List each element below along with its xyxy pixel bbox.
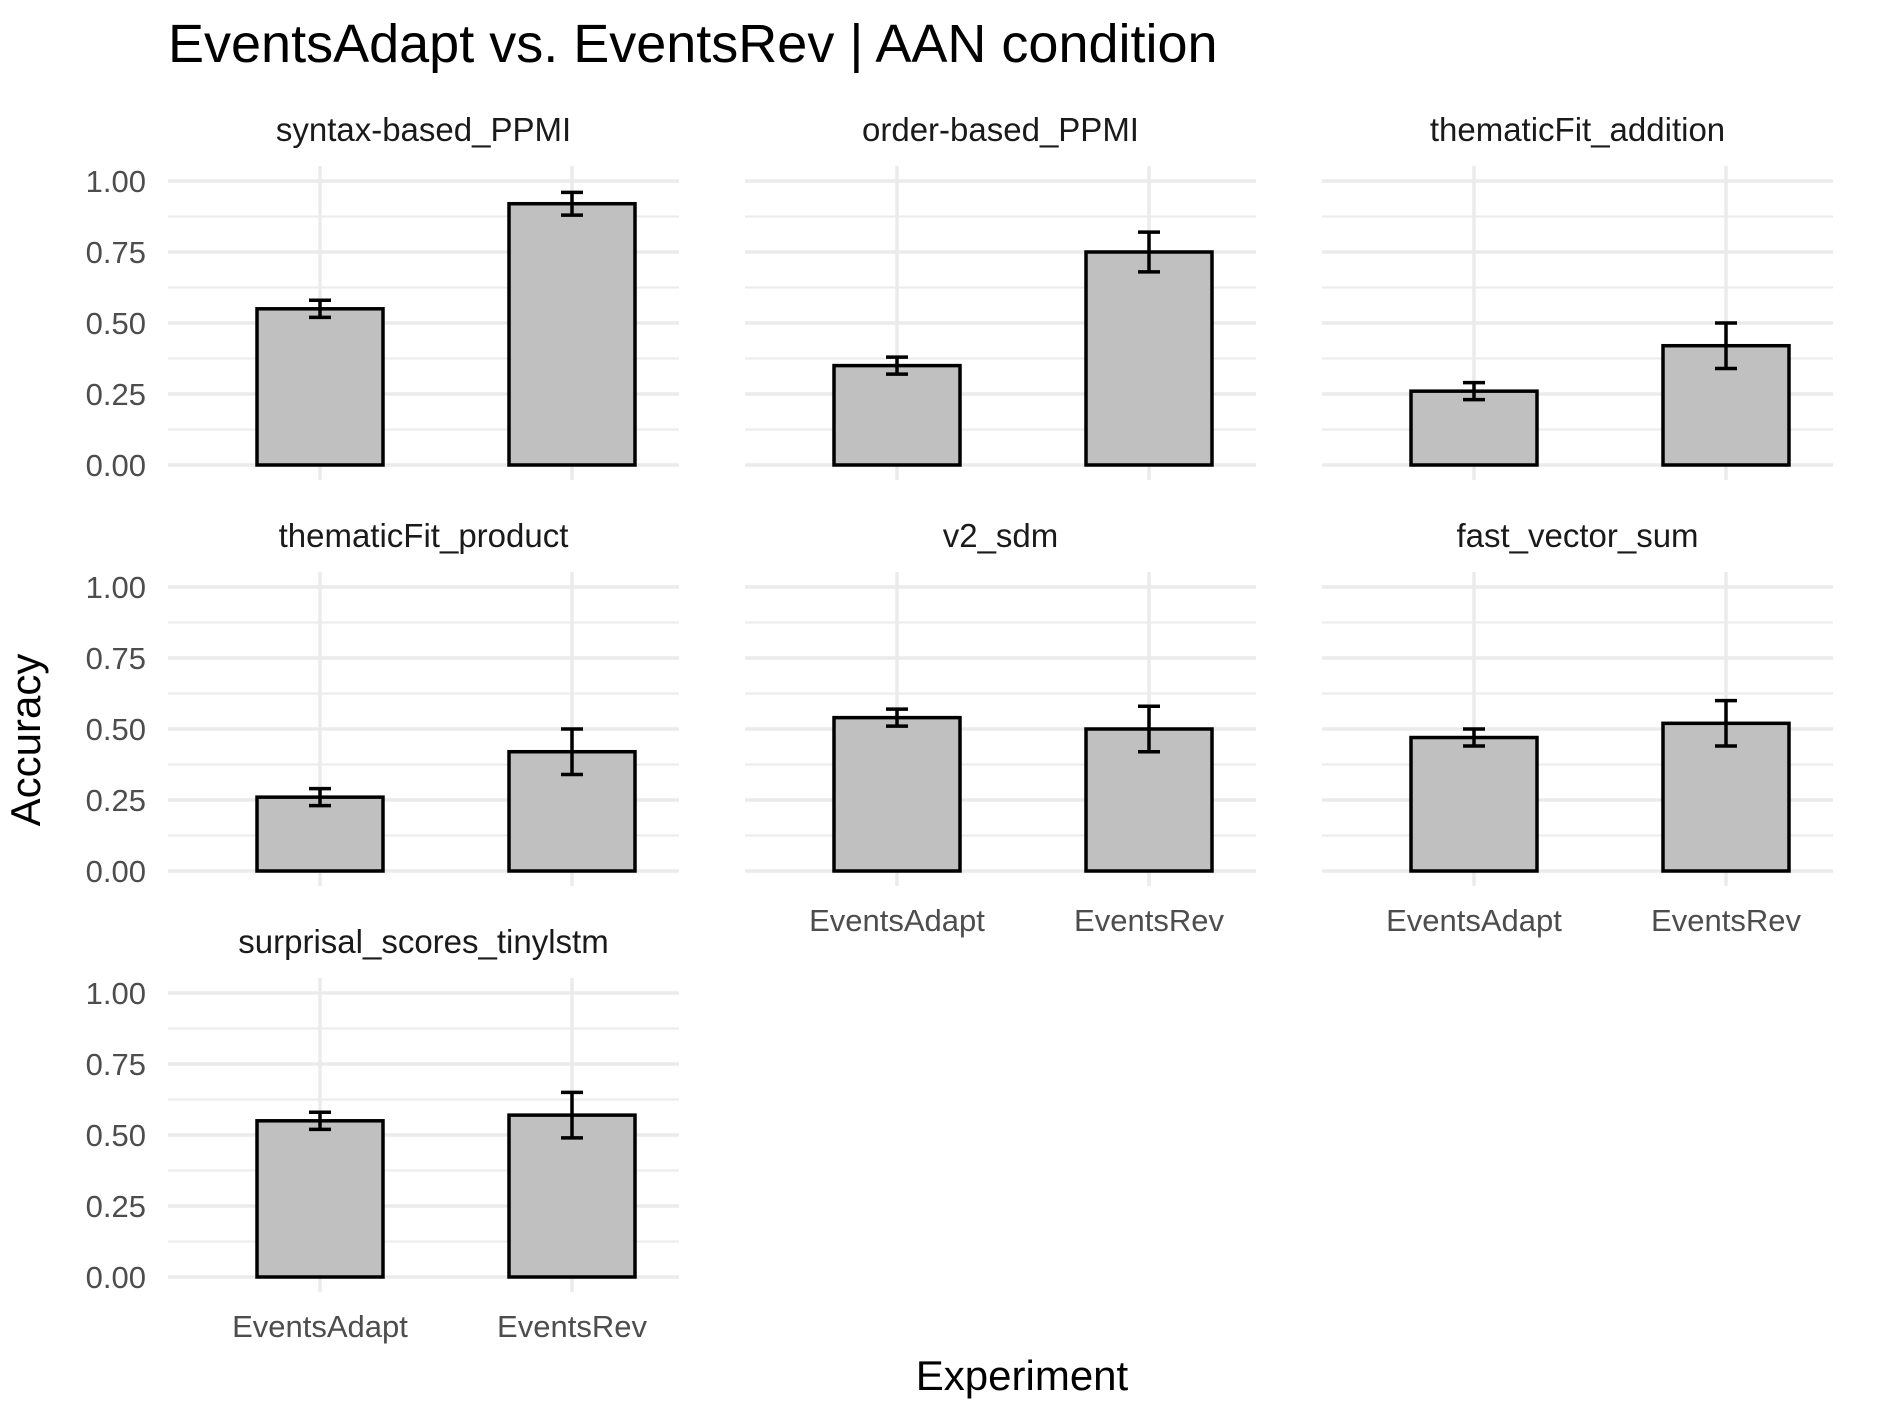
panel-surprisal-scores-tinylstm: surprisal_scores_tinylstm 0.00 0.25 0.50 0.7… xyxy=(86,923,679,1344)
bar-surprisal-scores-tinylstm-eventsadapt xyxy=(255,1119,385,1279)
error-bar-order-based-ppmi-eventsrev xyxy=(1138,230,1160,274)
bar-syntax-based-ppmi-eventsrev xyxy=(507,201,637,467)
y-tick-label: 0.50 xyxy=(86,306,146,341)
y-tick-label: 1.00 xyxy=(86,976,146,1011)
error-bar-thematicfit-addition-eventsadapt xyxy=(1463,380,1485,402)
error-bar-syntax-based-ppmi-eventsadapt xyxy=(309,298,331,320)
y-tick-label: 0.75 xyxy=(86,235,146,270)
x-tick-label: EventsAdapt xyxy=(809,903,985,938)
error-bar-v2-sdm-eventsadapt xyxy=(886,707,908,728)
bar-thematicfit-product-eventsrev xyxy=(507,749,637,873)
facet-panels: syntax-based_PPMI 0.00 0.25 0.50 0.75 1.00 ord… xyxy=(86,111,1833,1344)
error-bar-thematicfit-addition-eventsrev xyxy=(1715,321,1737,371)
y-tick-label: 0.25 xyxy=(86,377,146,412)
panel-syntax-based-ppmi: syntax-based_PPMI 0.00 0.25 0.50 0.75 1.00 xyxy=(86,111,679,483)
bar-thematicfit-product-eventsadapt xyxy=(255,795,385,873)
bar-order-based-ppmi-eventsrev xyxy=(1084,250,1214,467)
x-tick-label: EventsRev xyxy=(1074,903,1224,938)
panel-thematicfit-product: thematicFit_product 0.00 0.25 0.50 0.75 1.00 xyxy=(86,517,679,889)
y-tick-label: 1.00 xyxy=(86,164,146,199)
y-tick-label: 0.75 xyxy=(86,641,146,676)
x-tick-label: EventsAdapt xyxy=(232,1309,408,1344)
y-tick-label: 0.00 xyxy=(86,854,146,889)
bar-fast-vector-sum-eventsrev xyxy=(1661,721,1791,873)
panel-fast-vector-sum: fast_vector_sum EventsAdapt EventsRev xyxy=(1322,517,1833,938)
error-bar-fast-vector-sum-eventsadapt xyxy=(1463,727,1485,748)
panel-title: fast_vector_sum xyxy=(1456,517,1698,554)
panel-v2-sdm: v2_sdm EventsAdapt EventsRev xyxy=(745,517,1256,938)
chart-title: EventsAdapt vs. EventsRev | AAN conditio… xyxy=(168,14,1218,74)
y-tick-label: 0.00 xyxy=(86,448,146,483)
y-tick-label: 0.50 xyxy=(86,712,146,747)
y-tick-label: 0.75 xyxy=(86,1047,146,1082)
panel-order-based-ppmi: order-based_PPMI xyxy=(745,111,1256,480)
error-bar-thematicfit-product-eventsrev xyxy=(561,727,583,777)
bar-order-based-ppmi-eventsadapt xyxy=(832,363,962,467)
x-tick-label: EventsRev xyxy=(1651,903,1801,938)
error-bar-v2-sdm-eventsrev xyxy=(1138,704,1160,754)
bar-syntax-based-ppmi-eventsadapt xyxy=(255,307,385,467)
y-tick-label: 1.00 xyxy=(86,570,146,605)
error-bar-surprisal-scores-tinylstm-eventsrev xyxy=(561,1090,583,1140)
y-tick-label: 0.00 xyxy=(86,1260,146,1295)
error-bar-order-based-ppmi-eventsadapt xyxy=(886,355,908,376)
x-axis-title: Experiment xyxy=(916,1352,1129,1399)
panel-title: order-based_PPMI xyxy=(862,111,1139,148)
bar-fast-vector-sum-eventsadapt xyxy=(1409,735,1539,873)
error-bar-surprisal-scores-tinylstm-eventsadapt xyxy=(309,1110,331,1132)
bar-surprisal-scores-tinylstm-eventsrev xyxy=(507,1113,637,1279)
panel-thematicfit-addition: thematicFit_addition xyxy=(1322,111,1833,480)
y-tick-label: 0.25 xyxy=(86,1189,146,1224)
y-axis-title: Accuracy xyxy=(2,654,49,827)
panel-title: thematicFit_addition xyxy=(1430,111,1725,148)
bar-thematicfit-addition-eventsadapt xyxy=(1409,389,1539,467)
x-tick-label: EventsRev xyxy=(497,1309,647,1344)
panel-title: surprisal_scores_tinylstm xyxy=(238,923,608,960)
panel-title: v2_sdm xyxy=(943,517,1059,554)
error-bar-syntax-based-ppmi-eventsrev xyxy=(561,190,583,217)
panel-title: syntax-based_PPMI xyxy=(276,111,571,148)
bar-v2-sdm-eventsadapt xyxy=(832,715,962,873)
panel-title: thematicFit_product xyxy=(279,517,569,554)
error-bar-thematicfit-product-eventsadapt xyxy=(309,786,331,808)
error-bar-fast-vector-sum-eventsrev xyxy=(1715,698,1737,748)
y-tick-label: 0.50 xyxy=(86,1118,146,1153)
y-tick-label: 0.25 xyxy=(86,783,146,818)
x-tick-label: EventsAdapt xyxy=(1386,903,1562,938)
